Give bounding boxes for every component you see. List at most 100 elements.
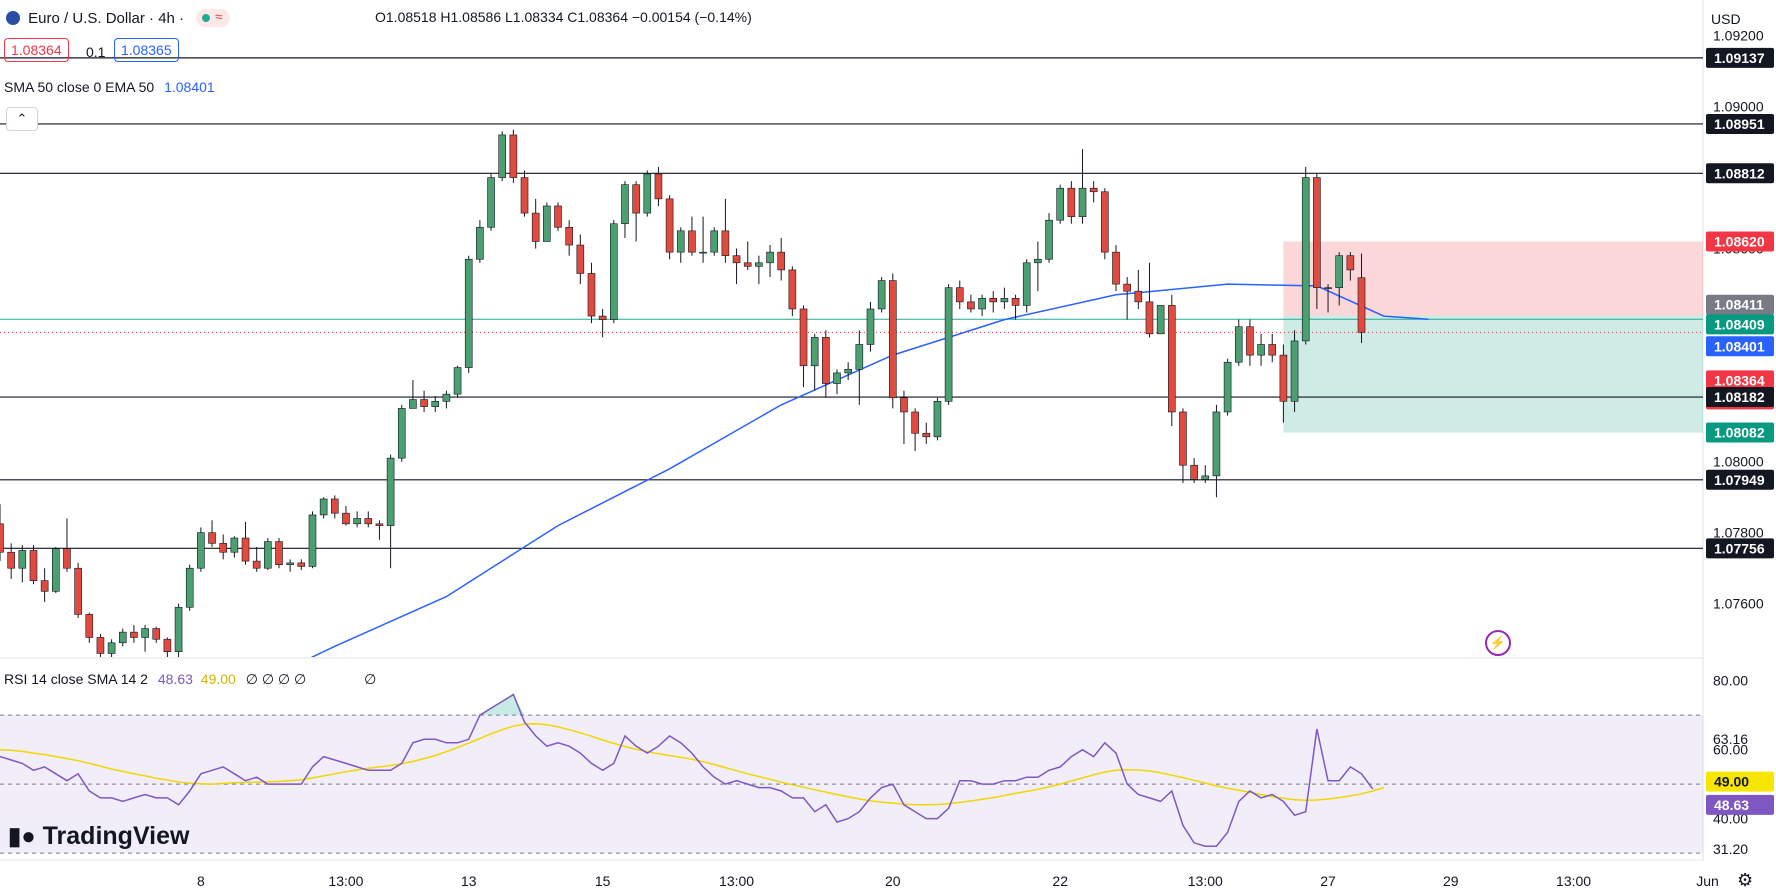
candle-body bbox=[51, 548, 60, 592]
candle-body bbox=[442, 393, 451, 402]
candle-body bbox=[1324, 287, 1332, 289]
candle-body bbox=[409, 399, 417, 409]
candle-body bbox=[431, 401, 440, 407]
buy-button[interactable]: 1.08365 bbox=[114, 38, 179, 62]
candle-body bbox=[130, 631, 138, 638]
candle-body bbox=[152, 628, 161, 640]
candle-body bbox=[866, 308, 875, 345]
time-tick-label: 20 bbox=[885, 873, 901, 889]
candle-body bbox=[565, 226, 573, 246]
candle-body bbox=[141, 628, 149, 638]
candle-body bbox=[375, 523, 384, 526]
price-axis[interactable]: 1.092001.090001.088001.086001.084001.082… bbox=[1704, 0, 1776, 894]
candle-body bbox=[197, 532, 205, 569]
candle-body bbox=[732, 255, 741, 264]
price-label-bg bbox=[1706, 538, 1774, 559]
rsi-label-bg bbox=[1706, 771, 1774, 792]
currency-selector[interactable]: USD bbox=[1711, 11, 1741, 27]
candle-body bbox=[252, 560, 261, 569]
price-label-bg bbox=[1706, 163, 1774, 184]
price-label-bg bbox=[1706, 469, 1774, 490]
market-status-icon[interactable]: ≈ bbox=[196, 9, 231, 27]
candle-body bbox=[1201, 475, 1210, 480]
candle-body bbox=[1156, 305, 1165, 335]
collapse-legend-button[interactable]: ⌃ bbox=[6, 107, 38, 131]
indicator-legend[interactable]: SMA 50 close 0 EMA 50 1.08401 bbox=[4, 79, 215, 95]
candle-body bbox=[40, 580, 49, 592]
symbol-title[interactable]: Euro / U.S. Dollar · 4h · bbox=[28, 10, 185, 27]
price-label: 1.08182 bbox=[1714, 389, 1765, 405]
candle-body bbox=[1279, 354, 1288, 402]
candle-body bbox=[587, 273, 596, 317]
rsi-value: 48.63 bbox=[157, 671, 193, 687]
price-label: 1.08409 bbox=[1714, 316, 1765, 332]
price-label: 1.08401 bbox=[1714, 338, 1765, 354]
price-label: 1.08812 bbox=[1714, 165, 1765, 181]
candle-body bbox=[1346, 255, 1355, 271]
candle-body bbox=[163, 638, 172, 652]
candle-body bbox=[755, 262, 763, 267]
candle-body bbox=[721, 230, 730, 256]
candle-body bbox=[18, 550, 27, 569]
candle-body bbox=[1257, 344, 1265, 356]
candle-body bbox=[922, 432, 931, 438]
candle-body bbox=[788, 269, 797, 310]
candle-body bbox=[476, 226, 484, 260]
price-label-bg bbox=[1706, 314, 1774, 335]
candle-body bbox=[464, 258, 473, 368]
candle-body bbox=[1234, 326, 1243, 363]
candle-body bbox=[833, 372, 841, 384]
candle-body bbox=[688, 230, 696, 253]
rsi-extra: ∅ ∅ ∅ ∅ bbox=[245, 671, 307, 687]
time-tick-label: 13:00 bbox=[328, 873, 363, 889]
candle-body bbox=[900, 397, 908, 413]
candle-body bbox=[710, 230, 719, 253]
tradingview-logo[interactable]: ▮● TradingView bbox=[8, 822, 189, 851]
candle-body bbox=[498, 134, 507, 178]
candle-body bbox=[397, 408, 406, 459]
candle-body bbox=[978, 298, 986, 310]
candle-body bbox=[275, 541, 283, 565]
price-label: 1.09137 bbox=[1714, 50, 1765, 66]
candle-body bbox=[911, 411, 919, 434]
candle-body bbox=[286, 562, 294, 565]
tv-logo-icon: ▮● bbox=[8, 823, 36, 850]
candle-body bbox=[1022, 262, 1031, 306]
price-label: 1.08082 bbox=[1714, 425, 1765, 441]
rsi-label-bg bbox=[1706, 794, 1774, 815]
time-tick-label: 15 bbox=[595, 873, 611, 889]
candle-body bbox=[330, 498, 339, 514]
candle-body bbox=[420, 399, 428, 407]
price-label: 1.08620 bbox=[1714, 233, 1765, 249]
candle-body bbox=[1145, 301, 1154, 335]
sell-button[interactable]: 1.08364 bbox=[4, 38, 69, 62]
price-label-bg bbox=[1706, 370, 1774, 391]
candle-body bbox=[319, 498, 328, 516]
candle-body bbox=[654, 173, 663, 200]
rsi-tick-label: 80.00 bbox=[1713, 673, 1748, 689]
gear-icon[interactable]: ⚙ bbox=[1737, 870, 1754, 890]
candle-body bbox=[509, 134, 518, 178]
candle-body bbox=[487, 177, 495, 228]
horizontal-levels bbox=[0, 57, 1703, 549]
candle-body bbox=[989, 298, 998, 303]
rsi-label: 49.00 bbox=[1714, 774, 1749, 790]
spread-label: 0.1 bbox=[86, 44, 106, 60]
price-tick-label: 1.09000 bbox=[1713, 99, 1764, 115]
candle-body bbox=[1000, 298, 1009, 303]
rsi-legend[interactable]: RSI 14 close SMA 14 2 48.63 49.00 ∅ ∅ ∅ … bbox=[4, 671, 376, 688]
candle-body bbox=[888, 280, 897, 399]
candle-body bbox=[185, 567, 194, 608]
candle-body bbox=[598, 315, 607, 320]
price-label-bg bbox=[1706, 387, 1774, 408]
price-tick-label: 1.08000 bbox=[1713, 454, 1764, 470]
candle-body bbox=[386, 457, 395, 526]
candle-body bbox=[107, 642, 116, 654]
candle-body bbox=[1056, 187, 1064, 221]
rsi-sma-value: 49.00 bbox=[200, 671, 236, 687]
lightning-icon[interactable]: ⚡ bbox=[1485, 630, 1511, 656]
price-label: 1.07756 bbox=[1714, 540, 1765, 556]
candle-body bbox=[342, 512, 350, 525]
